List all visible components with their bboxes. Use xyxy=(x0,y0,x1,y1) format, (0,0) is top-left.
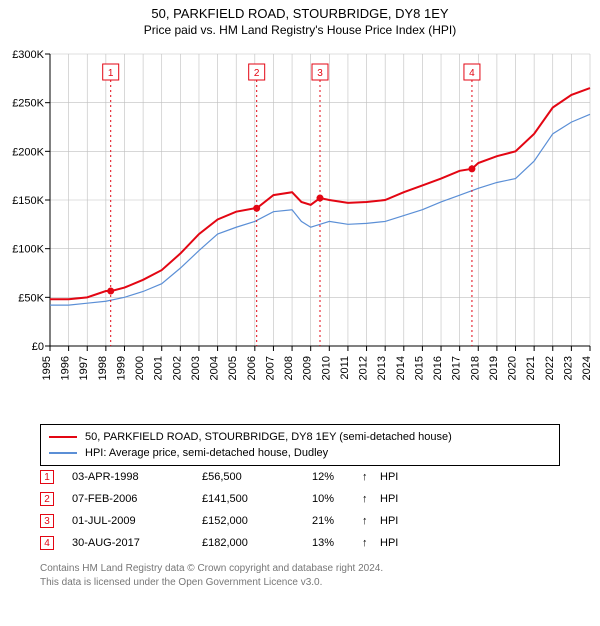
svg-text:£100K: £100K xyxy=(12,244,44,256)
svg-text:2011: 2011 xyxy=(339,356,351,380)
event-marker: 4 xyxy=(40,536,54,550)
svg-text:2024: 2024 xyxy=(581,356,593,380)
events-table: 1 03-APR-1998 £56,500 12% ↑ HPI 2 07-FEB… xyxy=(40,466,560,554)
svg-text:2013: 2013 xyxy=(376,356,388,380)
event-hpi-label: HPI xyxy=(380,537,398,549)
svg-text:2003: 2003 xyxy=(190,356,202,380)
footer: Contains HM Land Registry data © Crown c… xyxy=(40,562,383,589)
svg-text:2002: 2002 xyxy=(171,356,183,380)
event-price: £141,500 xyxy=(202,493,312,505)
legend-label: HPI: Average price, semi-detached house,… xyxy=(85,447,328,459)
svg-text:2021: 2021 xyxy=(525,356,537,380)
svg-text:1999: 1999 xyxy=(115,356,127,380)
event-row: 4 30-AUG-2017 £182,000 13% ↑ HPI xyxy=(40,532,560,554)
event-row: 1 03-APR-1998 £56,500 12% ↑ HPI xyxy=(40,466,560,488)
legend-row: 50, PARKFIELD ROAD, STOURBRIDGE, DY8 1EY… xyxy=(49,429,551,445)
arrow-up-icon: ↑ xyxy=(362,537,380,549)
svg-text:1998: 1998 xyxy=(97,356,109,380)
event-date: 07-FEB-2006 xyxy=(72,493,202,505)
svg-text:2023: 2023 xyxy=(562,356,574,380)
svg-text:1995: 1995 xyxy=(41,356,53,380)
event-row: 3 01-JUL-2009 £152,000 21% ↑ HPI xyxy=(40,510,560,532)
event-marker: 1 xyxy=(40,470,54,484)
event-hpi-label: HPI xyxy=(380,471,398,483)
svg-text:2017: 2017 xyxy=(451,356,463,380)
chart: £0 £50K £100K £150K £200K £250K £300K 1995 1996 1… xyxy=(0,46,600,416)
svg-text:1996: 1996 xyxy=(60,356,72,380)
svg-text:2001: 2001 xyxy=(153,356,165,380)
footer-line: Contains HM Land Registry data © Crown c… xyxy=(40,562,383,576)
svg-text:2006: 2006 xyxy=(246,356,258,380)
event-pct: 21% xyxy=(312,515,362,527)
svg-text:2007: 2007 xyxy=(264,356,276,380)
svg-text:2009: 2009 xyxy=(302,356,314,380)
event-date: 01-JUL-2009 xyxy=(72,515,202,527)
svg-text:2014: 2014 xyxy=(395,356,407,380)
svg-text:2005: 2005 xyxy=(227,356,239,380)
arrow-up-icon: ↑ xyxy=(362,493,380,505)
svg-text:2000: 2000 xyxy=(134,356,146,380)
event-pct: 10% xyxy=(312,493,362,505)
svg-text:2015: 2015 xyxy=(413,356,425,380)
svg-text:£250K: £250K xyxy=(12,98,44,110)
svg-text:4: 4 xyxy=(469,68,475,79)
series-property xyxy=(50,88,590,299)
svg-text:2010: 2010 xyxy=(320,356,332,380)
svg-text:£0: £0 xyxy=(32,341,44,353)
event-date: 03-APR-1998 xyxy=(72,471,202,483)
event-price: £182,000 xyxy=(202,537,312,549)
event-pct: 13% xyxy=(312,537,362,549)
svg-text:2019: 2019 xyxy=(488,356,500,380)
event-price: £56,500 xyxy=(202,471,312,483)
legend: 50, PARKFIELD ROAD, STOURBRIDGE, DY8 1EY… xyxy=(40,424,560,466)
event-marker: 3 xyxy=(40,514,54,528)
svg-text:£150K: £150K xyxy=(12,195,44,207)
arrow-up-icon: ↑ xyxy=(362,515,380,527)
footer-line: This data is licensed under the Open Gov… xyxy=(40,576,383,590)
event-pct: 12% xyxy=(312,471,362,483)
svg-text:1997: 1997 xyxy=(78,356,90,380)
svg-text:£50K: £50K xyxy=(18,292,44,304)
event-hpi-label: HPI xyxy=(380,493,398,505)
legend-label: 50, PARKFIELD ROAD, STOURBRIDGE, DY8 1EY… xyxy=(85,431,452,443)
legend-swatch xyxy=(49,436,77,438)
chart-subtitle: Price paid vs. HM Land Registry's House … xyxy=(0,23,600,37)
svg-text:2016: 2016 xyxy=(432,356,444,380)
event-date: 30-AUG-2017 xyxy=(72,537,202,549)
svg-text:3: 3 xyxy=(317,68,323,79)
svg-text:2012: 2012 xyxy=(358,356,370,380)
event-row: 2 07-FEB-2006 £141,500 10% ↑ HPI xyxy=(40,488,560,510)
legend-swatch xyxy=(49,452,77,453)
event-hpi-label: HPI xyxy=(380,515,398,527)
chart-title: 50, PARKFIELD ROAD, STOURBRIDGE, DY8 1EY xyxy=(0,6,600,21)
svg-text:£200K: £200K xyxy=(12,146,44,158)
page: 50, PARKFIELD ROAD, STOURBRIDGE, DY8 1EY… xyxy=(0,6,600,626)
event-marker: 2 xyxy=(40,492,54,506)
legend-row: HPI: Average price, semi-detached house,… xyxy=(49,445,551,461)
svg-text:2020: 2020 xyxy=(507,356,519,380)
svg-text:2018: 2018 xyxy=(469,356,481,380)
svg-text:2008: 2008 xyxy=(283,356,295,380)
event-price: £152,000 xyxy=(202,515,312,527)
svg-text:1: 1 xyxy=(108,68,114,79)
svg-text:2004: 2004 xyxy=(209,356,221,380)
svg-text:£300K: £300K xyxy=(12,49,44,61)
arrow-up-icon: ↑ xyxy=(362,471,380,483)
svg-text:2: 2 xyxy=(254,68,260,79)
chart-svg: £0 £50K £100K £150K £200K £250K £300K 1995 1996 1… xyxy=(0,46,600,416)
svg-text:2022: 2022 xyxy=(544,356,556,380)
